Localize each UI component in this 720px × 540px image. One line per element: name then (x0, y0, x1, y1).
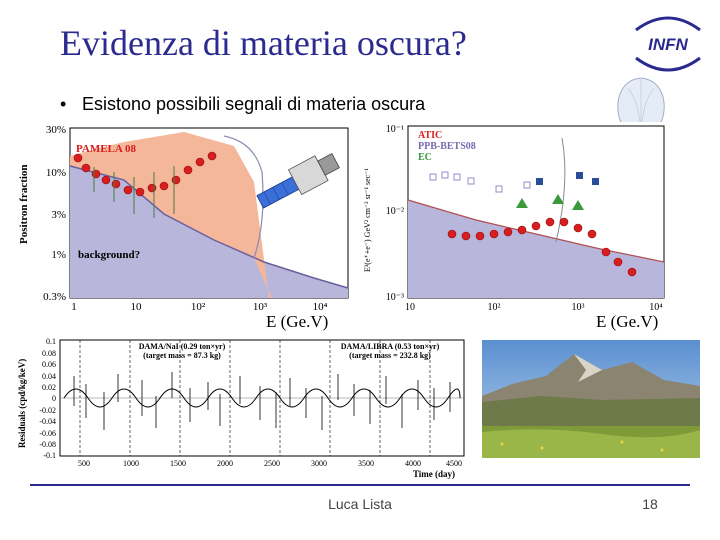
left-x-tick: 10³ (253, 301, 268, 313)
dama-x-tick: 1000 (123, 459, 139, 468)
page-number: 18 (642, 496, 658, 512)
gran-sasso-photo (482, 340, 700, 458)
right-legend-ppb-bets: PPB-BETS08 (418, 141, 476, 152)
dama-libra-mass-label: (target mass = 232.8 kg) (349, 351, 431, 360)
dama-x-tick: 2500 (264, 459, 280, 468)
right-y-tick: 10⁻¹ (386, 124, 404, 135)
bullet-item: • Esistono possibili segnali di materia o… (60, 94, 425, 115)
positron-fraction-chart: 30% 10% 3% 1% 0.3% 1 10 10² 10³ 10⁴ Posi… (14, 122, 352, 314)
dama-x-tick: 1500 (170, 459, 186, 468)
left-annotation-background: background? (78, 249, 140, 261)
dama-y-tick: -0.1 (43, 451, 56, 460)
left-y-tick: 1% (51, 249, 66, 261)
dama-y-axis-label: Residuals (cpd/kg/keV) (17, 359, 27, 448)
left-x-tick: 10² (191, 301, 206, 313)
dama-y-tick: 0 (52, 394, 56, 403)
left-y-tick: 30% (46, 124, 66, 136)
dama-x-tick: 3000 (311, 459, 327, 468)
dama-y-tick: 0.1 (46, 337, 56, 346)
right-x-tick: 10² (488, 302, 501, 313)
bullet-text: Esistono possibili segnali di materia os… (82, 94, 426, 114)
dama-x-tick: 4500 (446, 459, 462, 468)
right-x-tick: 10³ (572, 302, 585, 313)
infn-logo-text: INFN (648, 35, 688, 54)
dama-x-tick: 4000 (405, 459, 421, 468)
footer-divider (30, 484, 690, 486)
right-y-tick: 10⁻³ (386, 292, 404, 303)
left-y-tick: 3% (51, 209, 66, 221)
dama-nai-label: DAMA/NaI (0.29 ton×yr) (139, 342, 226, 351)
right-x-tick: 10 (405, 302, 415, 313)
left-y-tick: 0.3% (43, 291, 66, 303)
electron-spectrum-chart: 10⁻¹ 10⁻² 10⁻³ 10 10² 10³ 10⁴ E³(e⁺+e⁻) … (356, 122, 668, 314)
dama-y-tick: -0.02 (39, 406, 56, 415)
left-y-tick: 10% (46, 167, 66, 179)
dama-y-tick: -0.06 (39, 429, 56, 438)
dama-x-axis-label: Time (day) (413, 469, 455, 479)
dama-y-tick: 0.08 (42, 349, 56, 358)
dama-y-tick: 0.06 (42, 360, 56, 369)
left-x-tick: 10 (131, 301, 143, 313)
right-y-tick: 10⁻² (386, 206, 404, 217)
dama-y-tick: -0.08 (39, 440, 56, 449)
satellite-image (244, 122, 348, 212)
dama-x-tick: 3500 (358, 459, 374, 468)
dama-libra-label: DAMA/LIBRA (0.53 ton×yr) (341, 342, 440, 351)
slide-title: Evidenza di materia oscura? (60, 23, 467, 63)
left-x-tick: 1 (71, 301, 77, 313)
left-chart-x-caption: E (Ge.V) (266, 312, 329, 331)
right-x-tick: 10⁴ (649, 302, 663, 313)
footer-author: Luca Lista (328, 496, 392, 512)
dama-y-tick: 0.04 (42, 372, 56, 381)
left-legend-pamela: PAMELA 08 (76, 143, 136, 155)
dama-residuals-chart: 0.1 0.08 0.06 0.04 0.02 0 -0.02 -0.04 -0… (14, 336, 470, 480)
dama-y-tick: -0.04 (39, 417, 56, 426)
right-legend-atic: ATIC (418, 130, 442, 141)
left-y-axis-label: Positron fraction (18, 164, 30, 244)
dama-x-tick: 500 (78, 459, 90, 468)
right-legend-ec: EC (418, 152, 432, 163)
right-y-axis-label: E³(e⁺+e⁻) GeV² cm⁻² sr⁻¹ sec⁻¹ (363, 168, 372, 272)
dama-x-tick: 2000 (217, 459, 233, 468)
dama-nai-mass-label: (target mass = 87.3 kg) (143, 351, 221, 360)
left-x-tick: 10⁴ (313, 301, 328, 313)
infn-logo: INFN (628, 12, 708, 72)
right-chart-x-caption: E (Ge.V) (596, 312, 659, 331)
dama-y-tick: 0.02 (42, 383, 56, 392)
bullet-dot: • (60, 94, 67, 114)
